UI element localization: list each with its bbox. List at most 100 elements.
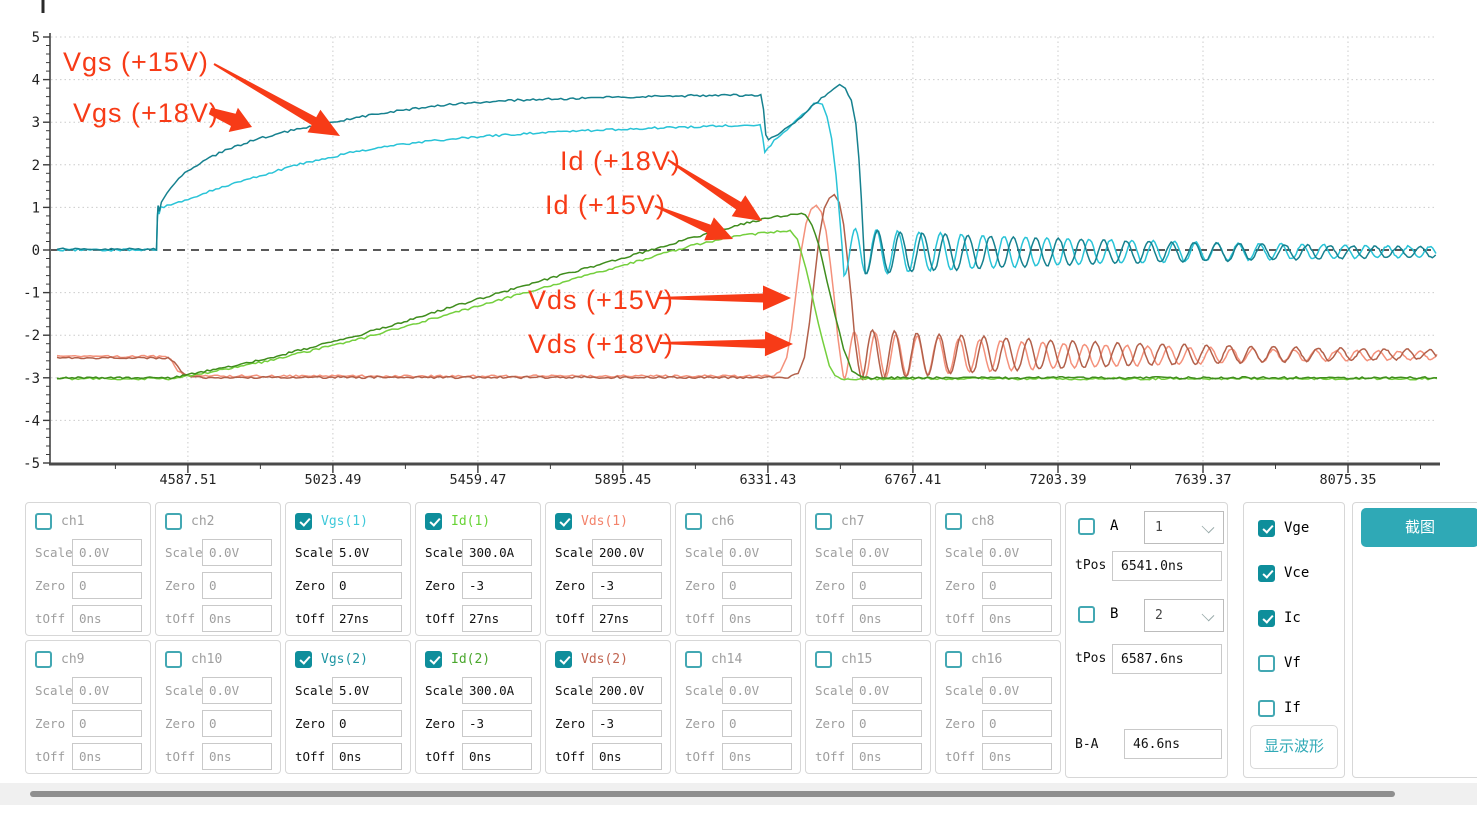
field-label-scale: Scale bbox=[425, 545, 463, 560]
annotation-label: Vgs (+15V) bbox=[63, 47, 209, 77]
channel-ch6-zero-input[interactable] bbox=[722, 572, 792, 599]
channel-ch16-toff-input[interactable] bbox=[982, 743, 1052, 770]
channel-ch15-zero-input[interactable] bbox=[852, 710, 922, 737]
cursor-b-channel-select[interactable]: 2 bbox=[1144, 599, 1224, 632]
signal-checkbox-If[interactable] bbox=[1258, 699, 1275, 717]
horizontal-scrollbar[interactable] bbox=[0, 783, 1477, 805]
channel-ch14-scale-input[interactable] bbox=[722, 677, 792, 704]
channel-ch7-toff-input[interactable] bbox=[852, 605, 922, 632]
channel-checkbox-ch15[interactable] bbox=[815, 650, 832, 668]
cursor-a-channel-select[interactable]: 1 bbox=[1144, 511, 1224, 544]
channel-label: ch15 bbox=[841, 651, 873, 667]
channel-ch1-toff-input[interactable] bbox=[72, 605, 142, 632]
channel-ch15-scale-input[interactable] bbox=[852, 677, 922, 704]
channel-ch10-zero-input[interactable] bbox=[202, 710, 272, 737]
channel-Vgs(1)-toff-input[interactable] bbox=[332, 605, 402, 632]
cursor-b-checkbox[interactable] bbox=[1078, 605, 1095, 623]
channel-ch6-scale-input[interactable] bbox=[722, 539, 792, 566]
cursor-a-tpos-input[interactable] bbox=[1112, 551, 1222, 581]
channel-checkbox-Id(2)[interactable] bbox=[425, 650, 442, 668]
channel-checkbox-ch7[interactable] bbox=[815, 512, 832, 530]
channel-Vds(2)-scale-input[interactable] bbox=[592, 677, 662, 704]
channel-checkbox-ch10[interactable] bbox=[165, 650, 182, 668]
cursor-a-checkbox[interactable] bbox=[1078, 517, 1095, 535]
channel-Vds(1)-zero-input[interactable] bbox=[592, 572, 662, 599]
channel-ch8-scale-input[interactable] bbox=[982, 539, 1052, 566]
channel-ch16-scale-input[interactable] bbox=[982, 677, 1052, 704]
channel-ch8-zero-input[interactable] bbox=[982, 572, 1052, 599]
field-label-zero: Zero bbox=[555, 578, 586, 593]
signal-checkbox-Vf[interactable] bbox=[1258, 654, 1275, 672]
channel-checkbox-ch16[interactable] bbox=[945, 650, 962, 668]
channel-ch7-scale-input[interactable] bbox=[852, 539, 922, 566]
show-waveform-button[interactable]: 显示波形 bbox=[1250, 725, 1338, 769]
signal-label-Vf: Vf bbox=[1284, 655, 1301, 671]
channel-Vds(1)-toff-input[interactable] bbox=[592, 605, 662, 632]
channel-Vds(2)-toff-input[interactable] bbox=[592, 743, 662, 770]
channel-checkbox-ch8[interactable] bbox=[945, 512, 962, 530]
channel-ch2-zero-input[interactable] bbox=[202, 572, 272, 599]
scrollbar-thumb[interactable] bbox=[30, 791, 1395, 797]
field-label-scale: Scale bbox=[945, 683, 983, 698]
channel-Vgs(1)-scale-input[interactable] bbox=[332, 539, 402, 566]
channel-Id(1)-zero-input[interactable] bbox=[462, 572, 532, 599]
channel-Id(1)-toff-input[interactable] bbox=[462, 605, 532, 632]
signal-checkbox-Ic[interactable] bbox=[1258, 609, 1275, 627]
channel-checkbox-Vds(1)[interactable] bbox=[555, 512, 572, 530]
annotation-arrow bbox=[654, 205, 733, 241]
channel-card-Vgs(1): Vgs(1) Scale Zero tOff bbox=[285, 502, 411, 636]
channel-checkbox-ch6[interactable] bbox=[685, 512, 702, 530]
x-tick-label: 5023.49 bbox=[304, 472, 361, 488]
channel-ch9-toff-input[interactable] bbox=[72, 743, 142, 770]
channel-label: ch6 bbox=[711, 513, 735, 529]
annotation-label: Vds (+15V) bbox=[528, 285, 674, 315]
channel-Vgs(2)-scale-input[interactable] bbox=[332, 677, 402, 704]
channel-Vds(1)-scale-input[interactable] bbox=[592, 539, 662, 566]
cursor-panel: A 1 tPos B 2 tPos B-A bbox=[1065, 502, 1228, 778]
channel-checkbox-Vds(2)[interactable] bbox=[555, 650, 572, 668]
cursor-delta-input[interactable] bbox=[1124, 729, 1222, 759]
channel-Vgs(2)-toff-input[interactable] bbox=[332, 743, 402, 770]
channel-ch1-scale-input[interactable] bbox=[72, 539, 142, 566]
channel-Id(1)-scale-input[interactable] bbox=[462, 539, 532, 566]
channel-ch14-toff-input[interactable] bbox=[722, 743, 792, 770]
channel-checkbox-ch1[interactable] bbox=[35, 512, 52, 530]
channel-ch14-zero-input[interactable] bbox=[722, 710, 792, 737]
channel-Id(2)-toff-input[interactable] bbox=[462, 743, 532, 770]
channel-ch10-toff-input[interactable] bbox=[202, 743, 272, 770]
field-label-zero: Zero bbox=[815, 578, 846, 593]
channel-ch10-scale-input[interactable] bbox=[202, 677, 272, 704]
channel-Id(2)-scale-input[interactable] bbox=[462, 677, 532, 704]
channel-Id(2)-zero-input[interactable] bbox=[462, 710, 532, 737]
channel-ch1-zero-input[interactable] bbox=[72, 572, 142, 599]
field-label-toff: tOff bbox=[945, 749, 976, 764]
channel-Vgs(2)-zero-input[interactable] bbox=[332, 710, 402, 737]
cursor-b-tpos-input[interactable] bbox=[1112, 644, 1222, 674]
channel-ch16-zero-input[interactable] bbox=[982, 710, 1052, 737]
x-tick-label: 4587.51 bbox=[159, 472, 216, 488]
x-tick-label: 6331.43 bbox=[739, 472, 796, 488]
channel-ch2-toff-input[interactable] bbox=[202, 605, 272, 632]
signal-checkbox-Vce[interactable] bbox=[1258, 564, 1275, 582]
screenshot-button[interactable]: 截图 bbox=[1361, 508, 1477, 547]
y-tick-label: 0 bbox=[32, 243, 40, 259]
field-label-toff: tOff bbox=[685, 611, 716, 626]
channel-Vgs(1)-zero-input[interactable] bbox=[332, 572, 402, 599]
channel-Vds(2)-zero-input[interactable] bbox=[592, 710, 662, 737]
channel-ch2-scale-input[interactable] bbox=[202, 539, 272, 566]
channel-checkbox-Vgs(2)[interactable] bbox=[295, 650, 312, 668]
channel-ch8-toff-input[interactable] bbox=[982, 605, 1052, 632]
signal-checkbox-Vge[interactable] bbox=[1258, 519, 1275, 537]
channel-ch9-zero-input[interactable] bbox=[72, 710, 142, 737]
channel-checkbox-Id(1)[interactable] bbox=[425, 512, 442, 530]
channel-checkbox-ch2[interactable] bbox=[165, 512, 182, 530]
channel-card-ch10: ch10 Scale Zero tOff bbox=[155, 640, 281, 774]
channel-checkbox-Vgs(1)[interactable] bbox=[295, 512, 312, 530]
screenshot-panel: 截图 bbox=[1352, 502, 1477, 778]
channel-ch6-toff-input[interactable] bbox=[722, 605, 792, 632]
channel-ch15-toff-input[interactable] bbox=[852, 743, 922, 770]
channel-ch9-scale-input[interactable] bbox=[72, 677, 142, 704]
channel-ch7-zero-input[interactable] bbox=[852, 572, 922, 599]
channel-checkbox-ch9[interactable] bbox=[35, 650, 52, 668]
channel-checkbox-ch14[interactable] bbox=[685, 650, 702, 668]
